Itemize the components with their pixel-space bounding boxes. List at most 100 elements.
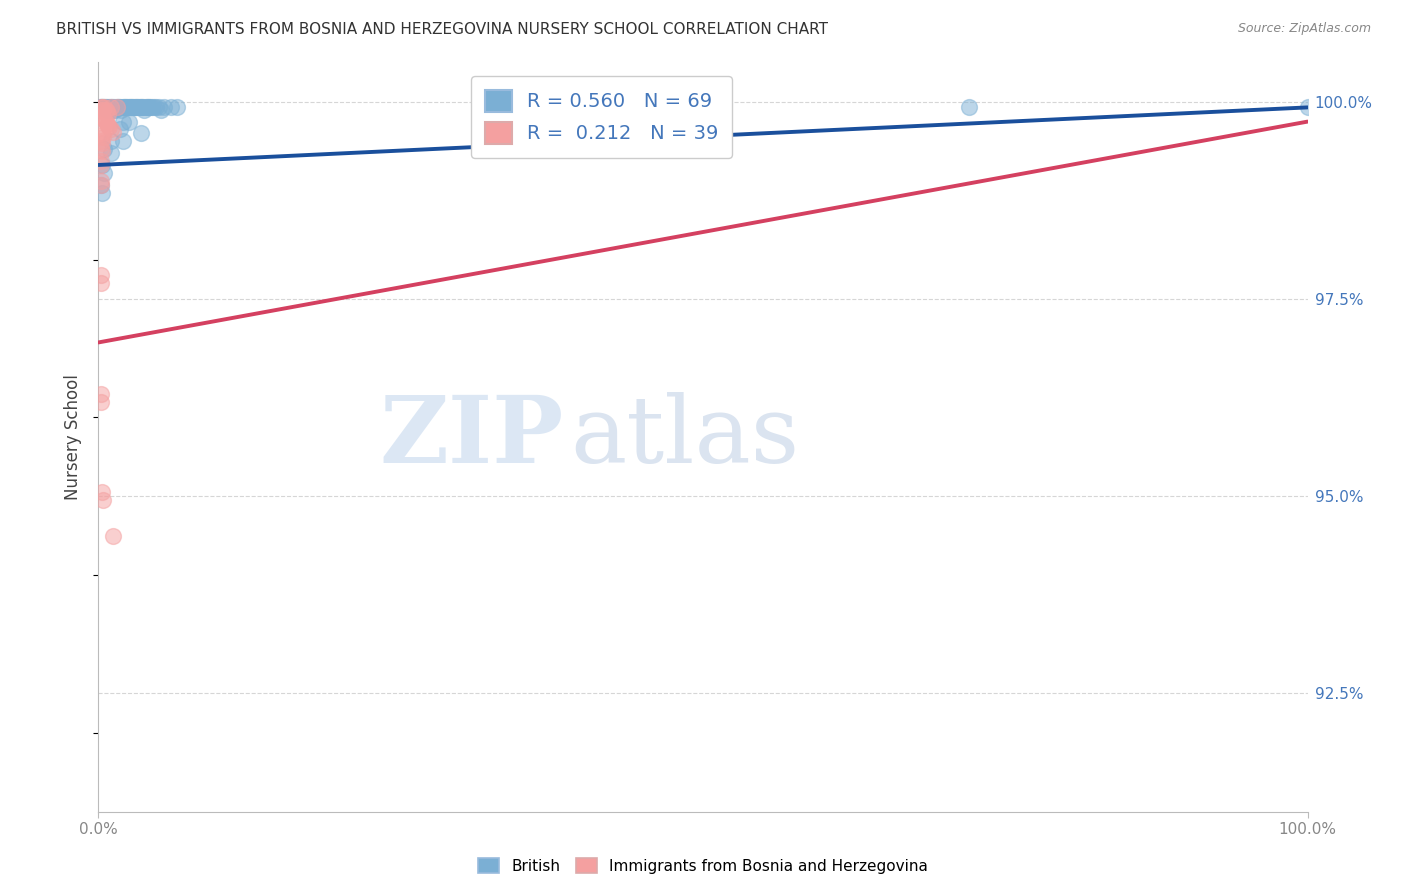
Point — [91, 103, 114, 117]
Point — [139, 100, 162, 114]
Point — [150, 103, 173, 117]
Point — [145, 100, 167, 114]
Point — [91, 100, 114, 114]
Point — [141, 100, 163, 114]
Legend: British, Immigrants from Bosnia and Herzegovina: British, Immigrants from Bosnia and Herz… — [471, 852, 935, 880]
Point — [101, 529, 124, 543]
Point — [91, 100, 114, 114]
Point — [91, 158, 114, 172]
Point — [135, 100, 157, 114]
Point — [98, 100, 121, 114]
Point — [108, 122, 131, 136]
Point — [93, 112, 115, 127]
Point — [90, 134, 112, 148]
Point — [110, 103, 132, 117]
Point — [111, 100, 134, 114]
Point — [111, 134, 134, 148]
Point — [90, 174, 112, 188]
Point — [98, 120, 121, 135]
Point — [93, 100, 115, 114]
Point — [96, 104, 118, 119]
Point — [957, 100, 980, 114]
Point — [120, 100, 142, 114]
Text: ZIP: ZIP — [380, 392, 564, 482]
Point — [101, 103, 124, 117]
Point — [93, 166, 115, 180]
Text: BRITISH VS IMMIGRANTS FROM BOSNIA AND HERZEGOVINA NURSERY SCHOOL CORRELATION CHA: BRITISH VS IMMIGRANTS FROM BOSNIA AND HE… — [56, 22, 828, 37]
Point — [91, 109, 114, 123]
Point — [90, 103, 112, 117]
Point — [89, 100, 111, 114]
Point — [101, 125, 124, 139]
Point — [117, 100, 139, 114]
Point — [97, 103, 120, 117]
Point — [90, 394, 112, 409]
Point — [91, 100, 114, 114]
Point — [96, 117, 118, 131]
Text: Source: ZipAtlas.com: Source: ZipAtlas.com — [1237, 22, 1371, 36]
Point — [124, 100, 146, 114]
Point — [108, 100, 131, 114]
Point — [100, 100, 122, 114]
Point — [94, 103, 117, 117]
Point — [148, 100, 170, 114]
Point — [135, 100, 157, 114]
Point — [90, 158, 112, 172]
Point — [152, 100, 174, 114]
Point — [97, 119, 120, 133]
Point — [97, 106, 120, 120]
Point — [105, 100, 128, 114]
Point — [100, 100, 122, 114]
Point — [90, 154, 112, 169]
Point — [160, 100, 183, 114]
Text: atlas: atlas — [569, 392, 799, 482]
Point — [104, 103, 127, 117]
Point — [90, 386, 112, 401]
Point — [115, 100, 138, 114]
Point — [91, 130, 114, 145]
Point — [91, 485, 114, 500]
Point — [91, 493, 114, 508]
Point — [90, 178, 112, 192]
Point — [136, 100, 159, 114]
Point — [93, 142, 115, 156]
Point — [127, 100, 149, 114]
Point — [100, 122, 122, 136]
Point — [132, 100, 155, 114]
Point — [100, 100, 122, 114]
Point — [138, 100, 160, 114]
Point — [93, 100, 115, 114]
Point — [91, 136, 114, 150]
Point — [129, 100, 152, 114]
Legend: R = 0.560   N = 69, R =  0.212   N = 39: R = 0.560 N = 69, R = 0.212 N = 39 — [471, 76, 733, 158]
Point — [107, 100, 129, 114]
Point — [100, 134, 122, 148]
Point — [94, 100, 117, 114]
Point — [122, 100, 145, 114]
Y-axis label: Nursery School: Nursery School — [65, 374, 83, 500]
Point — [105, 100, 128, 114]
Point — [90, 268, 112, 283]
Point — [90, 127, 112, 141]
Point — [112, 100, 135, 114]
Point — [90, 100, 112, 114]
Point — [94, 114, 117, 128]
Point — [91, 144, 114, 158]
Point — [118, 100, 141, 114]
Point — [103, 100, 125, 114]
Point — [118, 100, 141, 114]
Point — [1296, 100, 1319, 114]
Point — [131, 100, 153, 114]
Point — [90, 100, 112, 114]
Point — [134, 103, 156, 117]
Point — [91, 186, 114, 200]
Point — [129, 127, 152, 141]
Point — [121, 100, 143, 114]
Point — [118, 114, 141, 128]
Point — [90, 142, 112, 156]
Point — [143, 100, 166, 114]
Point — [114, 100, 136, 114]
Point — [91, 111, 114, 125]
Point — [91, 128, 114, 142]
Point — [166, 100, 188, 114]
